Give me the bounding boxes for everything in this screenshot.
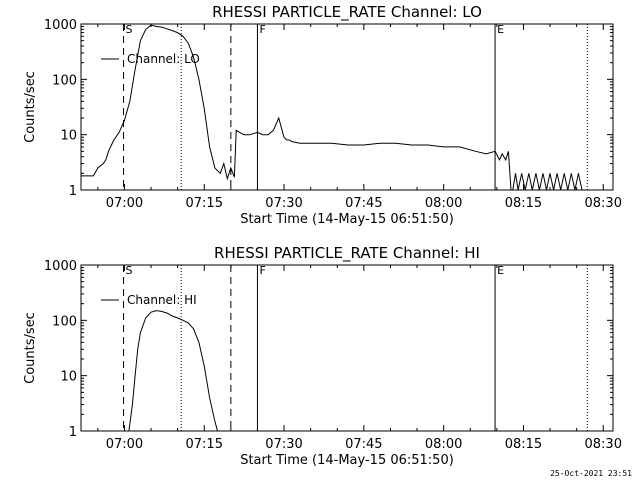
legend-label: Channel: LO: [127, 52, 200, 66]
event-marker-label: E: [497, 264, 504, 277]
event-marker-label: F: [259, 23, 265, 36]
x-tick-label: 07:15: [186, 196, 223, 211]
x-tick-label: 07:00: [106, 437, 143, 452]
y-axis-label: Counts/sec: [23, 312, 38, 384]
series-line: [128, 310, 218, 432]
y-tick-label: 1000: [44, 18, 77, 33]
event-marker-label: E: [497, 23, 504, 36]
x-tick-label: 08:30: [585, 196, 622, 211]
chart-title: RHESSI PARTICLE_RATE Channel: HI: [214, 244, 480, 263]
x-tick-label: 07:45: [345, 437, 382, 452]
x-axis-label: Start Time (14-May-15 06:51:50): [240, 212, 454, 227]
plot-frame: [80, 23, 614, 191]
footer-timestamp: 25-Oct-2021 23:51: [550, 469, 632, 478]
event-marker-label: S: [126, 264, 133, 277]
legend-label: Channel: HI: [127, 293, 197, 307]
y-tick-label: 1: [69, 184, 77, 199]
x-tick-label: 07:45: [345, 196, 382, 211]
series-line: [81, 24, 588, 191]
y-tick-label: 10: [60, 129, 77, 144]
y-tick-label: 100: [52, 73, 77, 88]
x-tick-label: 08:00: [425, 196, 462, 211]
x-tick-label: 07:30: [265, 437, 302, 452]
y-tick-label: 100: [52, 314, 77, 329]
chart-title: RHESSI PARTICLE_RATE Channel: LO: [212, 3, 482, 22]
x-axis-label: Start Time (14-May-15 06:51:50): [240, 453, 454, 468]
x-tick-label: 08:15: [505, 437, 542, 452]
y-tick-label: 1: [69, 425, 77, 440]
x-tick-label: 08:00: [425, 437, 462, 452]
x-tick-label: 08:15: [505, 196, 542, 211]
y-axis-label: Counts/sec: [23, 71, 38, 143]
x-tick-label: 07:15: [186, 437, 223, 452]
event-marker-label: S: [126, 23, 133, 36]
plot-frame: [80, 264, 614, 432]
x-tick-label: 07:00: [106, 196, 143, 211]
event-marker-label: F: [259, 264, 265, 277]
x-tick-label: 08:30: [585, 437, 622, 452]
y-tick-label: 1000: [44, 259, 77, 274]
y-tick-label: 10: [60, 370, 77, 385]
x-tick-label: 07:30: [265, 196, 302, 211]
